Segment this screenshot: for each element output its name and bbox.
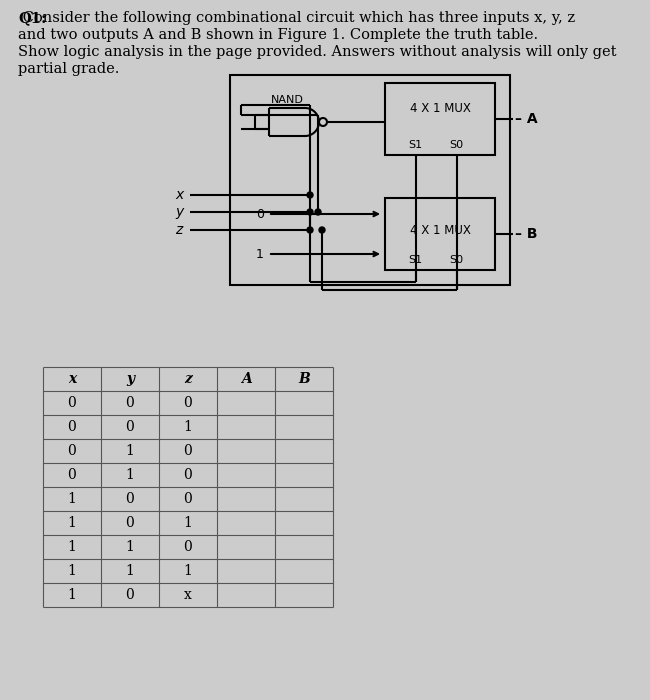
- Circle shape: [307, 192, 313, 198]
- Text: A: A: [240, 372, 252, 386]
- Text: 1: 1: [183, 516, 192, 530]
- Text: – A: – A: [515, 112, 538, 126]
- Text: x: x: [175, 188, 183, 202]
- Text: 1: 1: [125, 564, 135, 578]
- Text: NAND: NAND: [271, 95, 304, 105]
- Text: 1: 1: [68, 492, 77, 506]
- Text: x: x: [184, 588, 192, 602]
- Text: 0: 0: [68, 468, 77, 482]
- Text: 0: 0: [68, 396, 77, 410]
- Text: 4 X 1 MUX: 4 X 1 MUX: [410, 102, 471, 115]
- Circle shape: [319, 118, 327, 126]
- Text: 0: 0: [68, 444, 77, 458]
- Text: 1: 1: [183, 420, 192, 434]
- Text: 1: 1: [68, 516, 77, 530]
- Text: y: y: [126, 372, 134, 386]
- Text: S0: S0: [449, 255, 463, 265]
- Text: 1: 1: [68, 588, 77, 602]
- Text: 0: 0: [183, 468, 192, 482]
- Text: 0: 0: [125, 516, 135, 530]
- Text: Consider the following combinational circuit which has three inputs x, y, z: Consider the following combinational cir…: [18, 11, 575, 25]
- Text: partial grade.: partial grade.: [18, 62, 120, 76]
- Circle shape: [307, 227, 313, 233]
- Text: 1: 1: [125, 468, 135, 482]
- Text: z: z: [184, 372, 192, 386]
- Text: 0: 0: [125, 492, 135, 506]
- Text: y: y: [175, 205, 183, 219]
- Text: 0: 0: [125, 588, 135, 602]
- Text: Q1:: Q1:: [18, 11, 47, 25]
- Text: 1: 1: [68, 564, 77, 578]
- Text: 0: 0: [256, 207, 264, 220]
- Text: 0: 0: [125, 396, 135, 410]
- Text: 1: 1: [68, 540, 77, 554]
- Text: 1: 1: [125, 540, 135, 554]
- Text: 0: 0: [183, 492, 192, 506]
- Circle shape: [315, 209, 321, 215]
- Text: 0: 0: [183, 540, 192, 554]
- Text: and two outputs A and B shown in Figure 1. Complete the truth table.: and two outputs A and B shown in Figure …: [18, 28, 538, 42]
- Text: B: B: [298, 372, 310, 386]
- Text: 0: 0: [68, 420, 77, 434]
- Text: S1: S1: [409, 255, 423, 265]
- Text: 1: 1: [256, 248, 264, 260]
- Text: 4 X 1 MUX: 4 X 1 MUX: [410, 224, 471, 237]
- FancyBboxPatch shape: [385, 198, 495, 270]
- Text: Show logic analysis in the page provided. Answers without analysis will only get: Show logic analysis in the page provided…: [18, 45, 616, 59]
- FancyBboxPatch shape: [385, 83, 495, 155]
- Text: x: x: [68, 372, 76, 386]
- Text: z: z: [175, 223, 182, 237]
- Text: 0: 0: [125, 420, 135, 434]
- Text: 0: 0: [183, 444, 192, 458]
- Text: – B: – B: [515, 227, 538, 241]
- Text: S0: S0: [449, 140, 463, 150]
- Text: 1: 1: [125, 444, 135, 458]
- Circle shape: [319, 227, 325, 233]
- Text: 1: 1: [183, 564, 192, 578]
- Text: 0: 0: [183, 396, 192, 410]
- Text: S1: S1: [409, 140, 423, 150]
- Circle shape: [307, 209, 313, 215]
